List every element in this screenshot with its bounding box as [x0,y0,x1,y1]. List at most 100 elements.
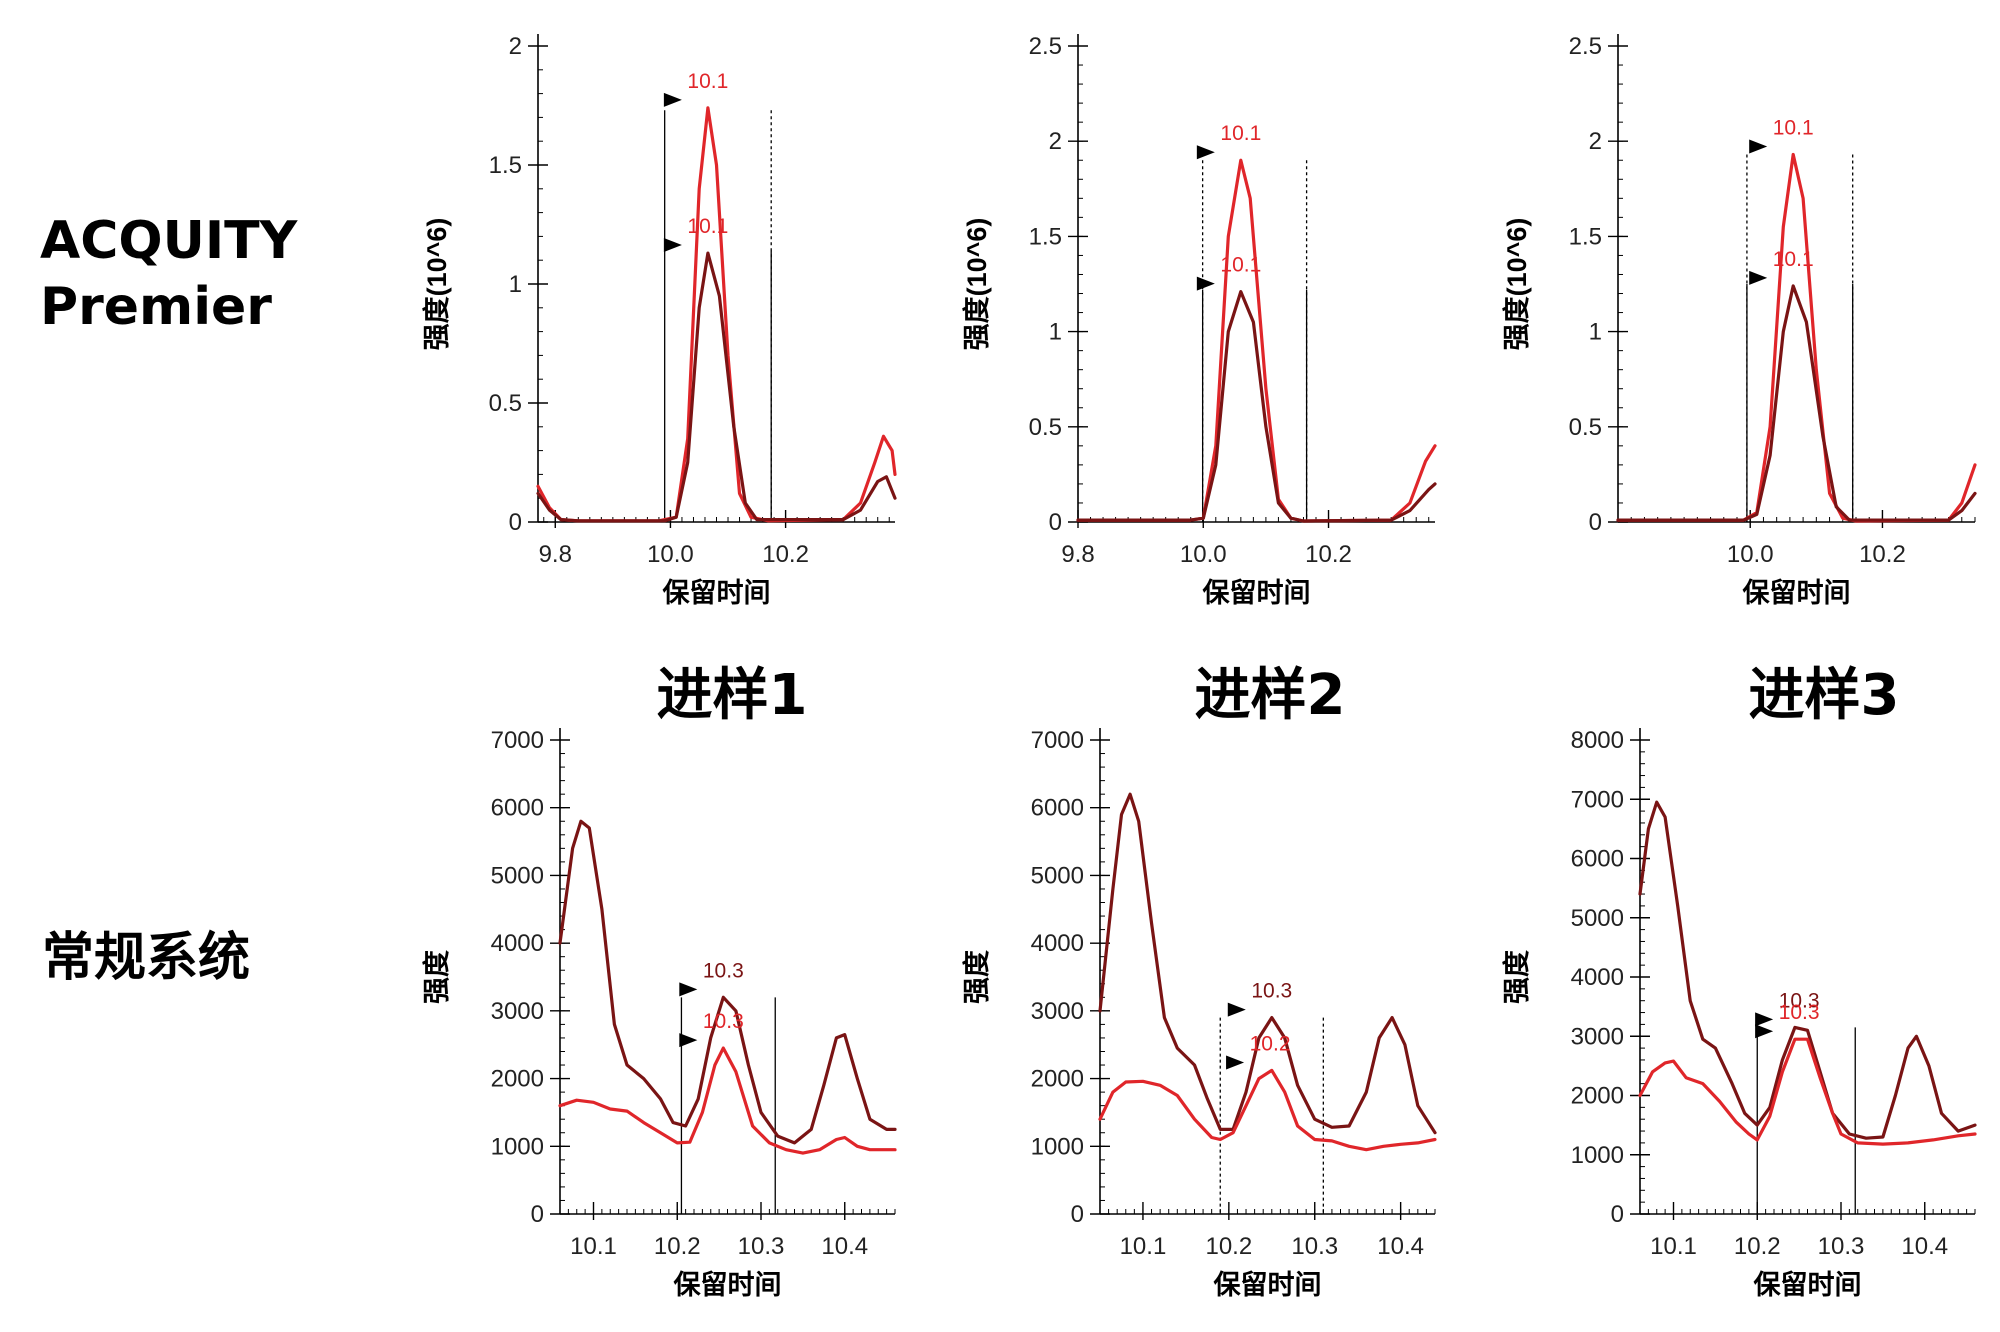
series-line-dark [536,251,897,523]
peak-marker-arrow [1749,270,1768,285]
y-tick-label: 3000 [1571,1023,1624,1050]
series-line-dark [558,819,897,1145]
y-tick-label: 3000 [491,998,544,1025]
y-tick-label: 2 [1589,128,1602,155]
x-tick-label: 10.0 [1727,541,1774,568]
peak-marker-arrow [1749,139,1768,154]
y-tick-label: 1 [1589,319,1602,346]
injection-label-3: 进样3 [1748,663,1900,728]
series-line-dark [1638,800,1977,1140]
x-tick-label: 10.0 [647,541,694,568]
series-line-dark [1616,284,1977,522]
y-tick-label: 7000 [491,727,544,754]
y-tick-label: 6000 [491,795,544,822]
y-tick-label: 1 [509,271,522,298]
y-tick-label: 7000 [1571,786,1624,813]
x-axis-title: 保留时间 [673,1270,782,1300]
peak-label: 10.1 [687,215,728,238]
chart-acquity-injection-1: 0 0.5 1 1.5 2 9.8 10.0 10.2 保留时间 强度(10^6) 10.1 10.1 [421,33,897,608]
x-axis-title: 保留时间 [662,578,771,608]
y-tick-label: 5000 [1571,905,1624,932]
row-label-acquity-line1: ACQUITY [40,211,298,271]
peak-marker-arrow [1226,1055,1245,1070]
x-tick-label: 10.2 [1734,1233,1781,1260]
peak-label: 10.1 [1773,248,1814,271]
peak-label: 10.3 [1779,989,1820,1012]
peak-marker-arrow [679,1033,698,1048]
y-tick-label: 7000 [1031,727,1084,754]
y-tick-label: 2.5 [1029,33,1062,60]
chart-conventional-injection-1: 0 1000 2000 3000 4000 5000 6000 7000 10.1 10.2 10.… [421,727,897,1300]
y-axis-title: 强度(10^6) [961,218,992,351]
y-tick-label: 1000 [1571,1142,1624,1169]
y-tick-label: 0.5 [489,390,522,417]
x-tick-label: 10.2 [1305,541,1352,568]
series-line-red [1638,1037,1977,1146]
series-line-red [558,1046,897,1155]
chart-acquity-injection-3: 0 0.5 1 1.5 2 2.5 10.0 10.2 保留时间 强度(10^6) 10.1 10.1 [1501,33,1977,608]
series-line-red [1098,1068,1437,1152]
y-axis-title: 强度 [421,950,452,1004]
y-tick-label: 2 [1049,128,1062,155]
peak-label: 10.3 [703,959,744,982]
peak-label: 10.2 [1250,1032,1291,1055]
y-tick-label: 0 [1049,509,1062,536]
y-tick-label: 2 [509,33,522,60]
y-tick-label: 2000 [491,1066,544,1093]
x-tick-label: 10.4 [1377,1233,1424,1260]
x-axis-title: 保留时间 [1753,1270,1862,1300]
peak-label: 10.3 [1251,980,1292,1003]
y-tick-label: 0 [531,1201,544,1228]
y-tick-label: 1.5 [1029,223,1062,250]
y-tick-label: 0.5 [1029,414,1062,441]
y-axis-title: 强度(10^6) [421,218,452,351]
x-tick-label: 10.2 [1205,1233,1252,1260]
y-tick-label: 1.5 [489,152,522,179]
x-tick-label: 10.2 [762,541,809,568]
y-tick-label: 5000 [491,862,544,889]
x-tick-label: 10.4 [821,1233,868,1260]
injection-label-2: 进样2 [1194,663,1346,728]
peak-marker-arrow [663,92,682,107]
y-axis-title: 强度 [1501,950,1532,1004]
y-axis-title: 强度 [961,950,992,1004]
y-tick-label: 1 [1049,319,1062,346]
peak-marker-arrow [1196,145,1215,160]
x-tick-label: 10.3 [1291,1233,1338,1260]
y-tick-label: 0 [1611,1201,1624,1228]
y-tick-label: 0.5 [1569,414,1602,441]
row-label-conventional: 常规系统 [42,928,251,988]
x-tick-label: 10.2 [654,1233,701,1260]
peak-marker-arrow [1755,1024,1774,1039]
y-tick-label: 3000 [1031,998,1084,1025]
y-tick-label: 1000 [1031,1133,1084,1160]
y-tick-label: 0 [509,509,522,536]
y-tick-label: 2.5 [1569,33,1602,60]
y-tick-label: 6000 [1571,846,1624,873]
chart-conventional-injection-3: 0 1000 2000 3000 4000 5000 6000 7000 8000 10.1 10.… [1501,727,1977,1300]
x-axis-title: 保留时间 [1202,578,1311,608]
x-tick-label: 10.2 [1859,541,1906,568]
x-tick-label: 9.8 [1061,541,1094,568]
series-line-red [1616,152,1977,523]
peak-marker-arrow [1196,276,1215,291]
x-tick-label: 10.4 [1901,1233,1948,1260]
chart-acquity-injection-2: 0 0.5 1 1.5 2 2.5 9.8 10.0 10.2 保留时间 强度(10^6) 10.1 1… [961,33,1437,608]
y-tick-label: 5000 [1031,862,1084,889]
peak-marker-arrow [663,238,682,253]
row-label-acquity: ACQUITY Premier [40,208,297,340]
peak-label: 10.3 [1779,1001,1820,1024]
y-tick-label: 8000 [1571,727,1624,754]
peak-marker-arrow [1755,1012,1774,1027]
y-tick-label: 2000 [1031,1066,1084,1093]
peak-marker-arrow [1227,1002,1246,1017]
x-axis-title: 保留时间 [1213,1270,1322,1300]
x-tick-label: 10.3 [738,1233,785,1260]
y-tick-label: 1.5 [1569,223,1602,250]
peak-label: 10.1 [1220,122,1261,145]
series-line-dark [1076,290,1437,523]
y-tick-label: 1000 [491,1133,544,1160]
y-tick-label: 0 [1071,1201,1084,1228]
x-tick-label: 10.3 [1818,1233,1865,1260]
